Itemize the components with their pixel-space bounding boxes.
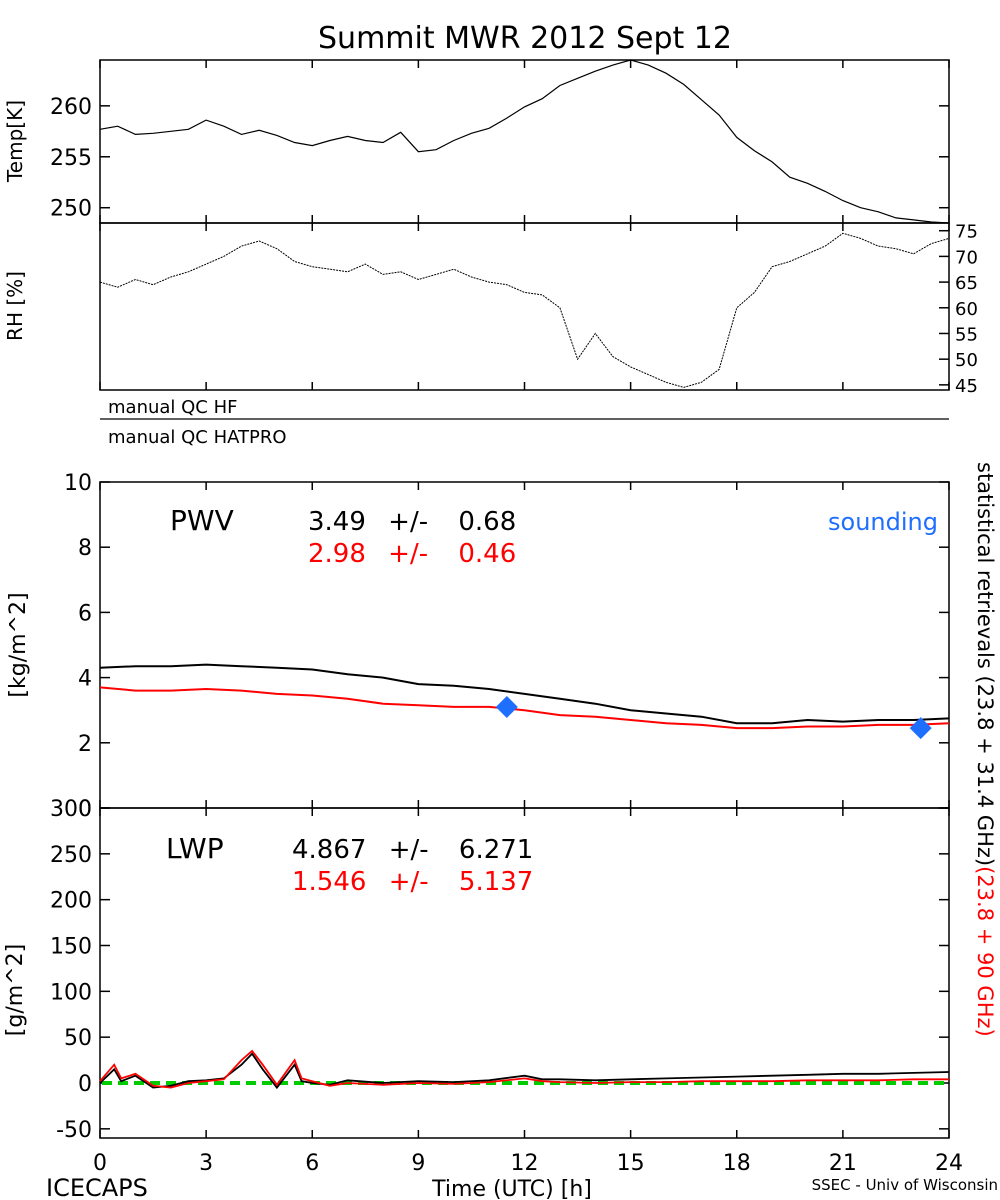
xtick-label: 12 — [511, 1151, 539, 1176]
xtick-label: 9 — [411, 1151, 425, 1176]
ytick-label: 2 — [78, 732, 92, 757]
ytick-label: 0 — [78, 797, 92, 822]
side-label: statistical retrievals (23.8 + 31.4 GHz)… — [973, 462, 997, 1037]
ytick-label: 70 — [955, 247, 978, 268]
ytick-label: 10 — [64, 471, 92, 496]
rh-line — [99, 232, 950, 388]
ytick-label: 6 — [78, 601, 92, 626]
temperature-ylabel: Temp[K] — [3, 100, 27, 183]
x-axis-label: Time (UTC) [h] — [431, 1177, 592, 1200]
pwv-stat-black: 3.49 +/- 0.68 — [308, 507, 516, 537]
sounding-marker — [495, 695, 518, 718]
ytick-label: 8 — [78, 536, 92, 561]
sounding-legend: sounding — [828, 508, 938, 536]
xtick-label: 24 — [935, 1151, 963, 1176]
ytick-label: 200 — [50, 889, 92, 914]
ytick-label: 250 — [50, 843, 92, 868]
rh-yticks: 45 50 55 60 65 70 75 — [99, 222, 978, 397]
pwv-stat-red: 2.98 +/- 0.46 — [308, 539, 516, 569]
pwv-label: PWV — [170, 504, 234, 537]
ytick-label: 300 — [50, 797, 92, 822]
rh-ylabel: RH [%] — [3, 271, 27, 341]
ytick-label: 255 — [50, 146, 92, 171]
rh-panel: RH [%] 45 50 55 60 65 70 75 — [3, 222, 978, 397]
ytick-label: -50 — [56, 1118, 92, 1143]
side-label-black: statistical retrievals (23.8 + 31.4 GHz) — [973, 462, 997, 866]
pwv-red-series — [99, 686, 950, 730]
qc-row-hf: manual QC HF — [108, 397, 237, 418]
qc-rows: manual QC HF manual QC HATPRO — [100, 397, 949, 448]
xtick-label: 15 — [617, 1151, 645, 1176]
ytick-label: 50 — [64, 1026, 92, 1051]
ytick-label: 75 — [955, 222, 978, 243]
footer-left: ICECAPS — [46, 1174, 148, 1200]
xtick-label: 3 — [199, 1151, 213, 1176]
ytick-label: 45 — [955, 376, 978, 397]
sounding-marker — [909, 717, 932, 740]
ytick-label: 4 — [78, 667, 92, 692]
lwp-black-series — [99, 1052, 950, 1090]
xtick-label: 0 — [93, 1151, 107, 1176]
pwv-ylabel: [kg/m^2] — [6, 592, 31, 697]
side-label-red: (23.8 + 90 GHz) — [973, 866, 997, 1037]
pwv-panel: [kg/m^2] 0 2 4 6 8 10 PWV 3.49 +/- 0.68 2.98 … — [6, 471, 950, 822]
ytick-label: 0 — [78, 1072, 92, 1097]
lwp-ylabel: [g/m^2] — [3, 944, 28, 1036]
temperature-yticks: 250 255 260 — [50, 60, 950, 223]
rh-frame — [99, 222, 950, 391]
ytick-label: 55 — [955, 324, 978, 345]
xtick-label: 21 — [829, 1151, 857, 1176]
footer-right: SSEC - Univ of Wisconsin — [812, 1176, 998, 1194]
chart-title: Summit MWR 2012 Sept 12 — [318, 21, 732, 56]
pwv-soundings — [495, 695, 932, 740]
xtick-label: 18 — [723, 1151, 751, 1176]
temperature-frame — [99, 59, 950, 224]
ytick-label: 250 — [50, 197, 92, 222]
lwp-panel: [g/m^2] -50 0 50 100 150 200 250 300 LWP 4.867 … — [3, 797, 950, 1143]
lwp-red-series — [99, 1049, 949, 1089]
xtick-label: 6 — [305, 1151, 319, 1176]
lwp-stat-black: 4.867 +/- 6.271 — [292, 835, 533, 865]
lwp-yticks: -50 0 50 100 150 200 250 300 — [50, 797, 950, 1143]
ytick-label: 260 — [50, 95, 92, 120]
qc-row-hatpro: manual QC HATPRO — [108, 427, 287, 448]
temperature-line — [99, 59, 950, 224]
pwv-yticks: 0 2 4 6 8 10 — [64, 471, 950, 822]
ytick-label: 65 — [955, 273, 978, 294]
lwp-label: LWP — [166, 832, 224, 865]
lwp-stat-red: 1.546 +/- 5.137 — [292, 867, 533, 897]
ytick-label: 50 — [955, 350, 978, 371]
ytick-label: 60 — [955, 299, 978, 320]
temperature-panel: Temp[K] 250 255 260 — [3, 59, 950, 224]
pwv-black-series — [99, 663, 950, 725]
ytick-label: 150 — [50, 935, 92, 960]
x-axis-ticks: 0 3 6 9 12 15 18 21 24 — [93, 1151, 963, 1176]
ytick-label: 100 — [50, 980, 92, 1005]
